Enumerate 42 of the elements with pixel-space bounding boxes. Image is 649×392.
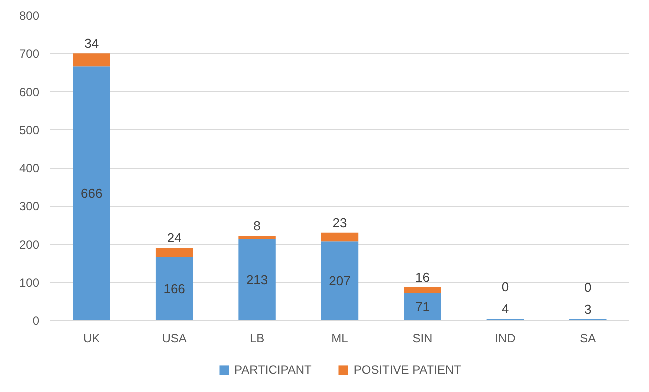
y-tick-label: 700 [19,47,40,62]
data-label: 4 [502,301,510,316]
x-tick-label: IND [495,332,516,346]
bar [156,257,194,320]
x-tick-label: SIN [412,332,433,346]
y-tick-label: 200 [19,238,40,252]
data-label: 34 [84,36,100,52]
data-label: 3 [584,302,592,317]
legend-label: POSITIVE PATIENT [354,363,462,377]
data-label: 8 [254,218,261,234]
y-tick-label: 600 [19,85,40,100]
y-tick-label: 100 [19,276,40,290]
y-tick-label: 800 [19,9,40,23]
data-label: 0 [502,279,510,294]
data-label: 16 [415,270,430,285]
data-label: 666 [81,186,103,202]
x-tick-label: LB [250,332,265,346]
legend-label: PARTICIPANT [234,363,312,377]
bar [156,248,194,258]
data-label: 213 [246,272,268,288]
y-tick-label: 0 [32,314,40,328]
bar [238,239,276,320]
bar [73,54,110,67]
bar [404,293,442,320]
data-label: 0 [584,280,592,295]
data-label: 166 [164,281,186,296]
bar [321,242,359,320]
y-tick-label: 500 [19,123,40,138]
data-label: 207 [329,274,351,289]
data-label: 23 [332,215,348,230]
y-tick-label: 400 [19,162,40,176]
bar [73,66,110,320]
x-tick-label: ML [332,332,349,346]
bar [238,236,276,240]
x-tick-label: UK [84,332,100,346]
data-label: 24 [167,230,182,246]
y-tick-label: 300 [19,200,40,214]
bar [404,287,442,294]
bar [321,232,359,242]
x-tick-label: USA [162,332,187,346]
x-tick-label: SA [580,332,596,346]
data-label: 71 [415,299,430,314]
